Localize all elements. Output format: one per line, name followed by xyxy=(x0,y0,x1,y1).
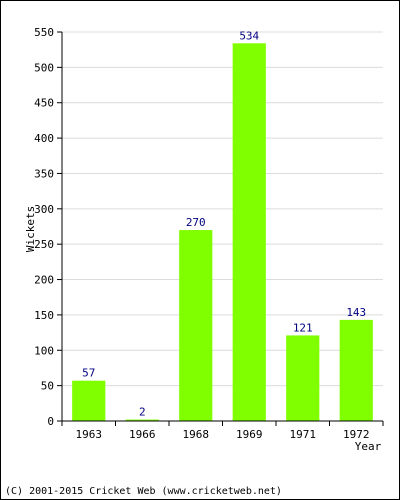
bar-1971 xyxy=(286,335,320,421)
axes xyxy=(61,32,383,422)
y-tick-label: 150 xyxy=(34,309,54,322)
y-tick-label: 200 xyxy=(34,274,54,287)
x-tick-label: 1966 xyxy=(129,428,156,441)
bar-1972 xyxy=(339,319,373,421)
y-axis-title: Wickets xyxy=(24,206,37,252)
data-label-1968: 270 xyxy=(186,216,206,229)
bars xyxy=(72,43,373,421)
x-tick-label: 1969 xyxy=(236,428,263,441)
x-tick-label: 1971 xyxy=(290,428,317,441)
bar-1968 xyxy=(179,230,213,421)
data-labels: 57 2 270 534 121 143 xyxy=(82,29,366,418)
y-tick-label: 350 xyxy=(34,167,54,180)
y-tick-label: 50 xyxy=(41,380,54,393)
data-label-1969: 534 xyxy=(239,29,259,42)
y-tick-label: 250 xyxy=(34,238,54,251)
y-tick-label: 400 xyxy=(34,132,54,145)
y-tick-label: 500 xyxy=(34,61,54,74)
y-tick-label: 550 xyxy=(34,26,54,39)
y-tick-label: 450 xyxy=(34,97,54,110)
x-tick-label: 1968 xyxy=(183,428,210,441)
data-label-1966: 2 xyxy=(139,406,146,419)
bar-1966 xyxy=(125,419,159,421)
data-label-1963: 57 xyxy=(82,367,95,380)
x-tick-label: 1963 xyxy=(76,428,103,441)
y-tick-label: 300 xyxy=(34,203,54,216)
x-axis-title: Year xyxy=(355,440,382,453)
y-tick-label: 100 xyxy=(34,344,54,357)
y-ticks: 0 50 100 150 200 250 300 350 400 450 500 550 xyxy=(34,26,62,428)
y-tick-label: 0 xyxy=(47,415,54,428)
bar-1969 xyxy=(232,43,266,421)
grid-lines xyxy=(62,31,383,387)
copyright-notice: (C) 2001-2015 Cricket Web (www.cricketwe… xyxy=(5,486,282,497)
data-label-1971: 121 xyxy=(293,321,313,334)
x-ticks: 1963 1966 1968 1969 1971 1972 xyxy=(61,421,384,441)
x-tick-label: 1972 xyxy=(343,428,370,441)
bar-1963 xyxy=(72,380,106,421)
data-label-1972: 143 xyxy=(346,306,366,319)
